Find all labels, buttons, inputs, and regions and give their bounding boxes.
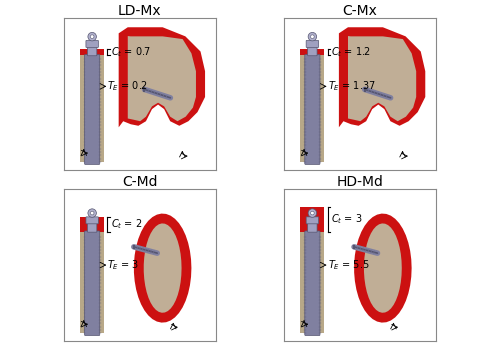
FancyBboxPatch shape	[86, 217, 99, 224]
Bar	[300, 232, 324, 333]
FancyBboxPatch shape	[305, 55, 320, 165]
FancyBboxPatch shape	[306, 217, 318, 224]
FancyBboxPatch shape	[84, 231, 100, 336]
Text: $T_E$ = 3: $T_E$ = 3	[108, 258, 140, 272]
FancyBboxPatch shape	[308, 47, 317, 56]
Polygon shape	[118, 27, 205, 127]
FancyBboxPatch shape	[308, 223, 317, 232]
Text: $C_t$ = 3: $C_t$ = 3	[331, 213, 362, 226]
Text: $T_E$ = 1.37: $T_E$ = 1.37	[328, 79, 376, 93]
Polygon shape	[134, 214, 192, 323]
Bar	[80, 232, 104, 333]
Title: HD-Md: HD-Md	[336, 175, 384, 189]
Polygon shape	[348, 36, 416, 127]
FancyBboxPatch shape	[88, 223, 97, 232]
Circle shape	[90, 35, 94, 39]
FancyBboxPatch shape	[84, 55, 100, 165]
Circle shape	[88, 209, 96, 217]
FancyBboxPatch shape	[306, 40, 318, 47]
FancyBboxPatch shape	[86, 40, 99, 47]
Circle shape	[88, 32, 96, 41]
Bar	[300, 207, 324, 232]
Bar	[80, 217, 104, 232]
Circle shape	[308, 32, 316, 41]
Title: LD-Mx: LD-Mx	[118, 4, 162, 18]
Polygon shape	[128, 36, 196, 127]
Polygon shape	[354, 214, 412, 323]
Title: C-Mx: C-Mx	[342, 4, 378, 18]
Bar	[300, 49, 324, 55]
Bar	[80, 49, 104, 55]
Circle shape	[310, 35, 314, 39]
Circle shape	[310, 211, 314, 215]
FancyBboxPatch shape	[88, 47, 97, 56]
Polygon shape	[364, 224, 402, 313]
Text: $T_E$ = 0.2: $T_E$ = 0.2	[108, 79, 148, 93]
Text: $C_t$ = 2: $C_t$ = 2	[110, 217, 142, 231]
Bar	[80, 55, 104, 162]
Circle shape	[90, 211, 94, 215]
FancyBboxPatch shape	[305, 231, 320, 336]
Polygon shape	[339, 27, 426, 127]
Polygon shape	[144, 224, 182, 313]
Circle shape	[308, 209, 316, 217]
Title: C-Md: C-Md	[122, 175, 158, 189]
Bar	[300, 55, 324, 162]
Text: $C_t$ = 1.2: $C_t$ = 1.2	[331, 45, 371, 59]
Text: $T_E$ = 5.5: $T_E$ = 5.5	[328, 258, 369, 272]
Text: $C_t$ = 0.7: $C_t$ = 0.7	[110, 45, 150, 59]
